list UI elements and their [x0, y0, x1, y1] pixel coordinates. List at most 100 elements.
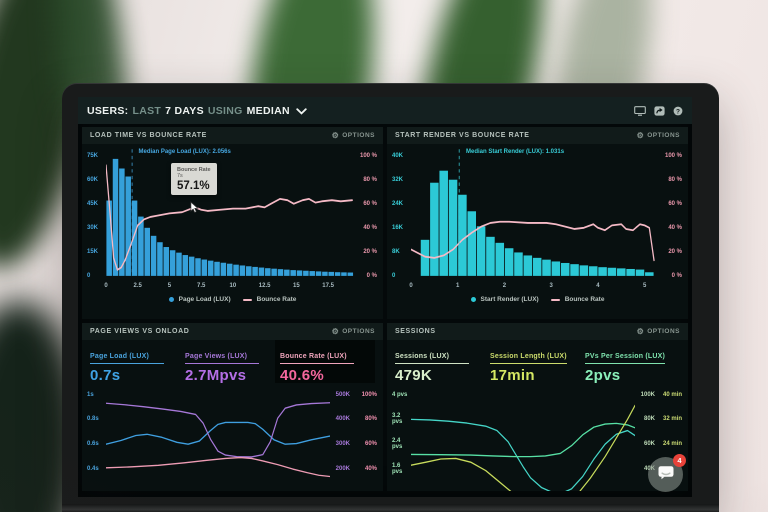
y-axis-right-bounce: 100% 80% 60% 40% — [356, 385, 383, 491]
display-icon[interactable] — [634, 105, 646, 116]
x-tick-label: 10 — [229, 283, 237, 289]
metric-label: Page Load (LUX) — [90, 353, 164, 364]
options-button[interactable]: ⚙ OPTIONS — [637, 131, 680, 140]
metric-page-views[interactable]: Page Views (LUX) 2.7Mpvs — [185, 345, 280, 384]
metric-sessions[interactable]: Sessions (LUX) 479K — [395, 345, 490, 384]
histogram-bar — [626, 268, 635, 276]
axis-label: 24K — [392, 200, 404, 207]
series-line — [411, 220, 655, 262]
metric-value: 17min — [490, 366, 535, 384]
axis-label: 30K — [87, 224, 99, 231]
metric-label: Page Views (LUX) — [185, 353, 259, 364]
axis-label: 60K — [87, 176, 99, 183]
x-tick-label: 2.5 — [133, 283, 142, 289]
axis-label: 75K — [87, 152, 99, 159]
mouse-cursor-icon — [190, 201, 199, 214]
histogram-bar — [439, 170, 448, 276]
histogram-bar — [315, 271, 322, 276]
legend-item[interactable]: Bounce Rate — [256, 296, 297, 303]
chevron-down-icon — [296, 102, 307, 120]
x-tick-label: 17.5 — [322, 283, 334, 289]
histogram-bar — [119, 168, 125, 276]
options-button[interactable]: ⚙ OPTIONS — [332, 131, 375, 140]
axis-label: 16K — [392, 224, 404, 231]
histogram-bar — [112, 158, 119, 276]
axis-label: 100K — [640, 391, 655, 398]
axis-label: 80K — [643, 416, 655, 423]
help-icon[interactable]: ? — [673, 106, 683, 116]
histogram-bar — [588, 266, 598, 276]
dashboard-screen: USERS: LAST 7 DAYS USING MEDIAN — [78, 97, 692, 497]
legend-item[interactable]: Bounce Rate — [564, 296, 605, 303]
options-label: OPTIONS — [342, 132, 375, 139]
y-axis-left: 75K 60K 45K 30K 15K 0 — [82, 148, 106, 281]
metric-value: 479K — [395, 366, 433, 384]
histogram-bar — [239, 265, 246, 276]
axis-label: 8K — [392, 248, 400, 255]
axis-label: 60K — [643, 441, 655, 448]
histogram-bar — [542, 259, 551, 276]
users-range-dropdown[interactable]: USERS: LAST 7 DAYS USING MEDIAN — [87, 102, 307, 120]
tooltip-x-value: 7s — [177, 172, 183, 179]
histogram-bar — [144, 227, 150, 276]
axis-label: 0 — [87, 272, 91, 279]
histogram-bar — [265, 268, 271, 276]
axis-label: 0.4s — [87, 466, 99, 473]
histogram-bar — [617, 268, 626, 276]
legend-dash — [242, 298, 252, 301]
histogram-bar — [188, 256, 195, 276]
series-line — [106, 456, 330, 478]
topbar-days-label: 7 DAYS — [165, 104, 204, 117]
x-axis: 0 2.5 5 7.5 10 12.5 15 17.5 — [104, 282, 356, 292]
metric-value: 40.6% — [280, 366, 325, 384]
histogram-bar — [448, 179, 458, 276]
load-time-plot[interactable]: Median Page Load (LUX): 2.056s Bounce Ra… — [106, 148, 356, 281]
start-render-plot[interactable]: Median Start Render (LUX): 1.031s — [411, 148, 661, 281]
axis-label: 32 min — [662, 416, 682, 423]
histogram-bar — [347, 272, 354, 276]
x-tick-label: 15 — [293, 283, 300, 289]
y-axis-right-length: 40 min 32 min 24 min — [661, 385, 688, 491]
histogram-bar — [106, 200, 112, 276]
histogram-bar — [635, 269, 645, 276]
metric-bounce-rate[interactable]: Bounce Rate (LUX) 40.6% — [275, 340, 375, 384]
x-tick-label: 1 — [456, 283, 460, 289]
histogram-bar — [458, 194, 467, 276]
options-button[interactable]: ⚙ OPTIONS — [332, 327, 375, 336]
x-tick-label: 5 — [642, 283, 647, 289]
sessions-plot[interactable] — [411, 385, 635, 491]
axis-label: 80 % — [668, 176, 682, 183]
metric-page-load[interactable]: Page Load (LUX) 0.7s — [90, 345, 185, 384]
metric-pvs-per-session[interactable]: PVs Per Session (LUX) 2pvs — [585, 345, 680, 384]
metric-label: Bounce Rate (LUX) — [280, 353, 354, 364]
histogram-bar — [296, 270, 303, 276]
chart-tooltip: Bounce Rate 7s 57.1% — [171, 162, 217, 195]
axis-label: 32K — [392, 176, 404, 183]
axis-label: 0 % — [671, 272, 682, 279]
share-icon[interactable] — [654, 105, 665, 116]
axis-label: 0.8s — [87, 416, 99, 423]
histogram-bar — [467, 211, 477, 276]
histogram-bar — [341, 272, 347, 276]
x-tick-label: 7.5 — [197, 283, 206, 289]
median-annotation: Median Start Render (LUX): 1.031s — [466, 149, 565, 155]
legend-item[interactable]: Start Render (LUX) — [480, 296, 539, 303]
histogram-bar — [233, 264, 239, 276]
axis-label: 40 % — [363, 224, 377, 231]
histogram-bar — [495, 242, 505, 276]
histogram-bar — [476, 226, 486, 276]
legend-item[interactable]: Page Load (LUX) — [178, 296, 231, 303]
metric-session-length[interactable]: Session Length (LUX) 17min — [490, 345, 585, 384]
series-line — [106, 164, 353, 271]
page-views-plot[interactable] — [106, 385, 330, 491]
histogram-bar — [328, 271, 335, 276]
histogram-bar — [226, 263, 233, 276]
chat-widget-button[interactable]: 4 — [648, 454, 686, 492]
options-button[interactable]: ⚙ OPTIONS — [637, 327, 680, 336]
series-line — [106, 402, 330, 458]
histogram-bar — [579, 265, 589, 276]
histogram-bar — [334, 272, 341, 276]
panel-sessions: SESSIONS ⚙ OPTIONS Sessions (LUX) 479K S… — [387, 323, 688, 491]
topbar-users-label: USERS: — [87, 104, 129, 117]
